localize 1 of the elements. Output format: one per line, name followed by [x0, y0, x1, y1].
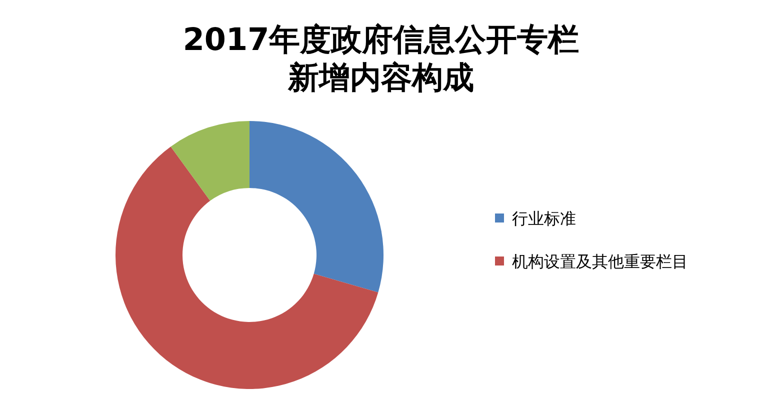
- title: 2017年度政府信息公开专栏新增内容构成: [182, 22, 580, 96]
